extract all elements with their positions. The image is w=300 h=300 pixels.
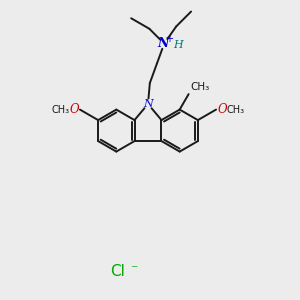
Text: H: H — [173, 40, 183, 50]
Text: Cl: Cl — [111, 265, 125, 280]
Text: CH₃: CH₃ — [190, 82, 210, 92]
Text: O: O — [69, 103, 79, 116]
Text: ⁻: ⁻ — [130, 263, 138, 277]
Text: +: + — [165, 34, 173, 44]
Text: CH₃: CH₃ — [52, 105, 70, 115]
Text: N: N — [158, 37, 169, 50]
Text: N: N — [143, 99, 153, 109]
Text: CH₃: CH₃ — [226, 105, 244, 115]
Text: O: O — [217, 103, 227, 116]
